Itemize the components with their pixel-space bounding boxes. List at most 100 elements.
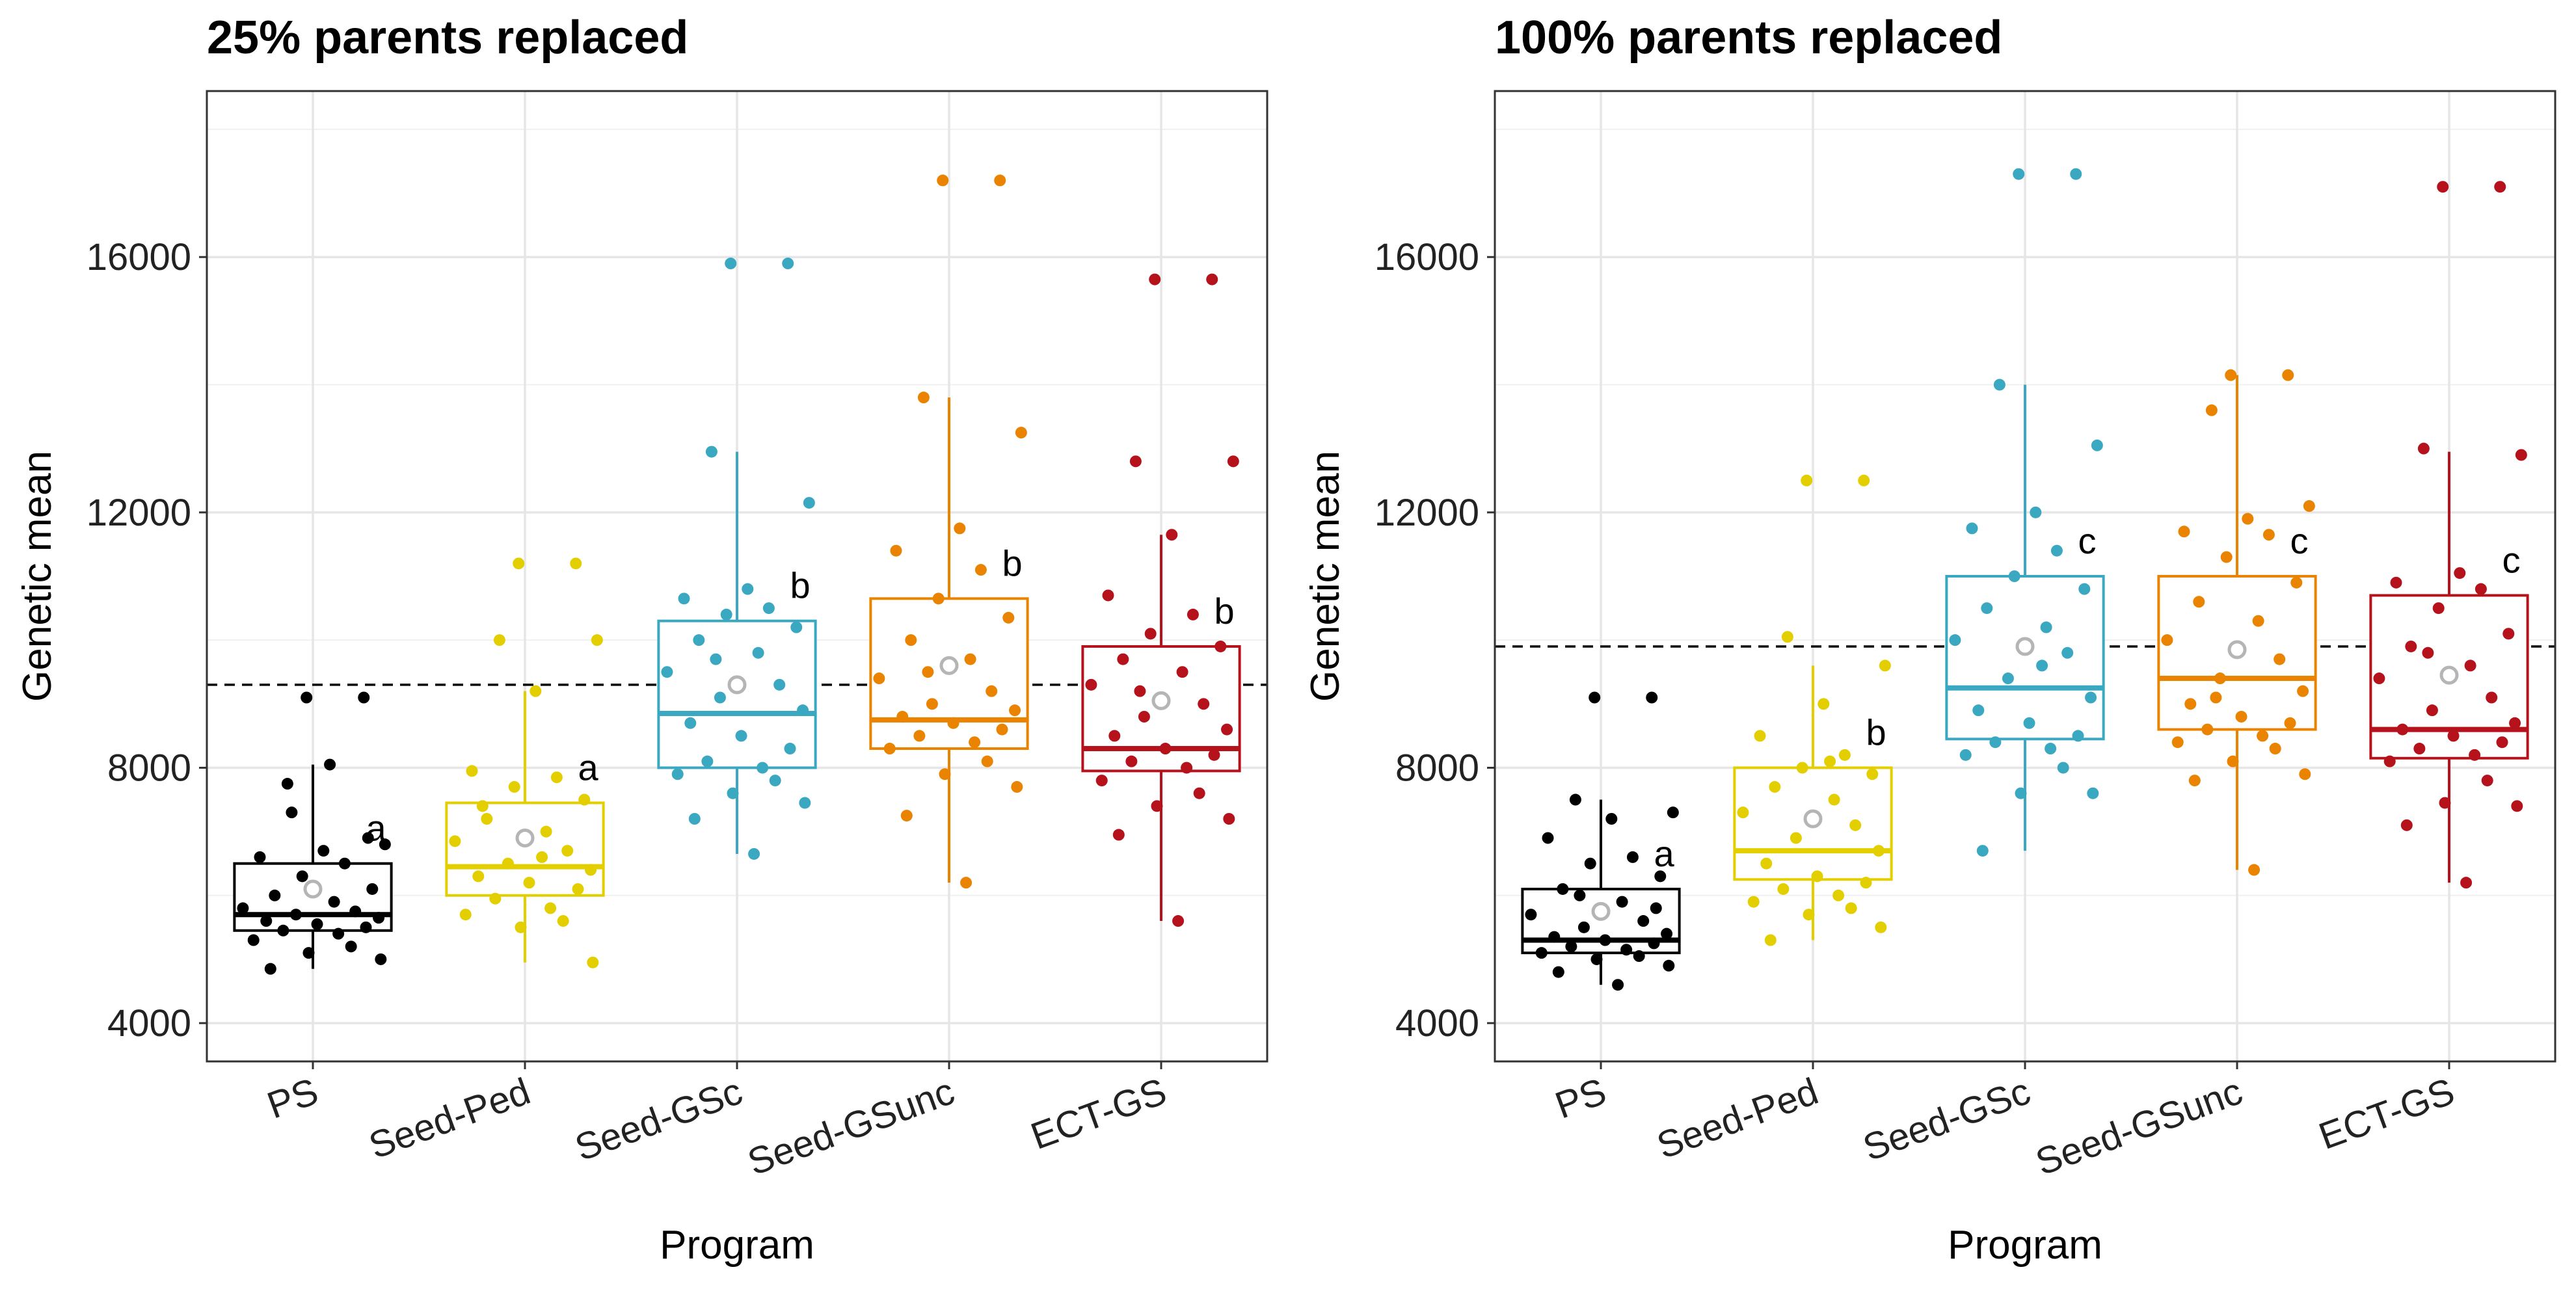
- significance-letter: c: [2078, 520, 2097, 561]
- data-point: [1525, 909, 1537, 921]
- data-point: [2464, 659, 2476, 672]
- data-point: [2509, 717, 2521, 729]
- data-point: [1221, 723, 1233, 736]
- data-point: [1832, 889, 1845, 901]
- data-point: [1824, 755, 1836, 767]
- data-point: [523, 877, 535, 889]
- data-point: [782, 258, 794, 270]
- data-point: [954, 522, 966, 535]
- points-ps: [1525, 691, 1679, 991]
- mean-marker: [1591, 901, 1611, 921]
- y-tick-label: 4000: [107, 1002, 191, 1045]
- data-point: [587, 956, 599, 968]
- data-point: [2161, 634, 2173, 646]
- data-point: [544, 902, 557, 914]
- box-body: [2157, 575, 2317, 731]
- y-tick-label: 16000: [87, 236, 191, 278]
- data-point: [466, 765, 478, 777]
- data-point: [2030, 506, 2042, 518]
- data-point: [459, 909, 472, 921]
- data-point: [688, 813, 701, 825]
- data-point: [1860, 877, 1872, 889]
- data-point: [996, 723, 1008, 736]
- data-point: [1637, 915, 1650, 927]
- data-point: [2036, 659, 2048, 672]
- data-point: [969, 736, 981, 749]
- data-point: [1646, 691, 1658, 704]
- data-point: [2439, 797, 2451, 809]
- mean-marker: [515, 828, 535, 847]
- data-point: [1949, 634, 1961, 646]
- data-point: [2257, 730, 2269, 742]
- data-point: [2201, 723, 2214, 736]
- points-ect-gs: [2373, 181, 2527, 889]
- data-point: [757, 762, 769, 774]
- data-point: [684, 717, 697, 729]
- data-point: [1176, 666, 1188, 678]
- data-point: [1661, 927, 1673, 940]
- data-point: [1989, 736, 2002, 749]
- data-point: [2061, 646, 2074, 659]
- data-point: [1227, 455, 1239, 468]
- data-point: [366, 883, 379, 895]
- data-point: [1777, 883, 1790, 895]
- data-point: [489, 892, 502, 905]
- data-point: [1181, 762, 1193, 774]
- significance-letter: a: [578, 747, 599, 788]
- data-point: [570, 557, 582, 570]
- data-point: [1764, 934, 1777, 946]
- data-point: [1760, 857, 1773, 870]
- data-point: [2417, 442, 2430, 455]
- points-seed-gsunc: [2161, 369, 2315, 876]
- data-point: [2205, 404, 2218, 416]
- data-point: [493, 634, 505, 646]
- data-point: [1577, 921, 1590, 933]
- data-point: [2486, 691, 2498, 704]
- data-point: [2373, 672, 2385, 685]
- data-point: [1650, 902, 1662, 914]
- data-point: [1845, 902, 1857, 914]
- data-point: [1085, 678, 1097, 691]
- data-point: [937, 174, 949, 187]
- data-point: [2008, 570, 2020, 582]
- data-point: [277, 924, 289, 937]
- data-point: [449, 835, 461, 847]
- data-point: [2070, 168, 2082, 180]
- data-point: [2426, 704, 2438, 717]
- data-point: [281, 778, 293, 790]
- data-point: [1548, 931, 1561, 943]
- data-point: [324, 758, 336, 771]
- data-point: [2383, 755, 2396, 767]
- data-point: [2481, 775, 2493, 787]
- data-point: [1102, 589, 1114, 602]
- data-point: [742, 583, 754, 595]
- data-point: [2171, 736, 2184, 749]
- data-point: [735, 730, 747, 742]
- data-point: [2072, 730, 2084, 742]
- data-point: [301, 691, 313, 704]
- data-point: [714, 691, 726, 704]
- data-point: [360, 921, 372, 933]
- data-point: [2511, 800, 2523, 812]
- data-point: [1818, 698, 1830, 710]
- data-point: [727, 787, 739, 799]
- data-point: [2050, 544, 2063, 557]
- data-point: [1002, 611, 1015, 624]
- data-point: [269, 889, 281, 901]
- data-point: [1149, 273, 1161, 286]
- data-point: [1590, 953, 1603, 965]
- data-point: [2297, 685, 2309, 697]
- data-point: [917, 392, 930, 404]
- data-point: [1535, 947, 1548, 959]
- points-seed-gsc: [1949, 168, 2103, 857]
- data-point: [2432, 602, 2445, 615]
- points-seed-ped: [449, 557, 603, 968]
- data-point: [1616, 896, 1628, 908]
- data-point: [1993, 379, 2006, 391]
- data-point: [1626, 851, 1639, 863]
- data-point: [1187, 608, 1199, 620]
- data-point: [1737, 806, 1749, 819]
- significance-letter: b: [1002, 542, 1023, 583]
- data-point: [1769, 780, 1781, 793]
